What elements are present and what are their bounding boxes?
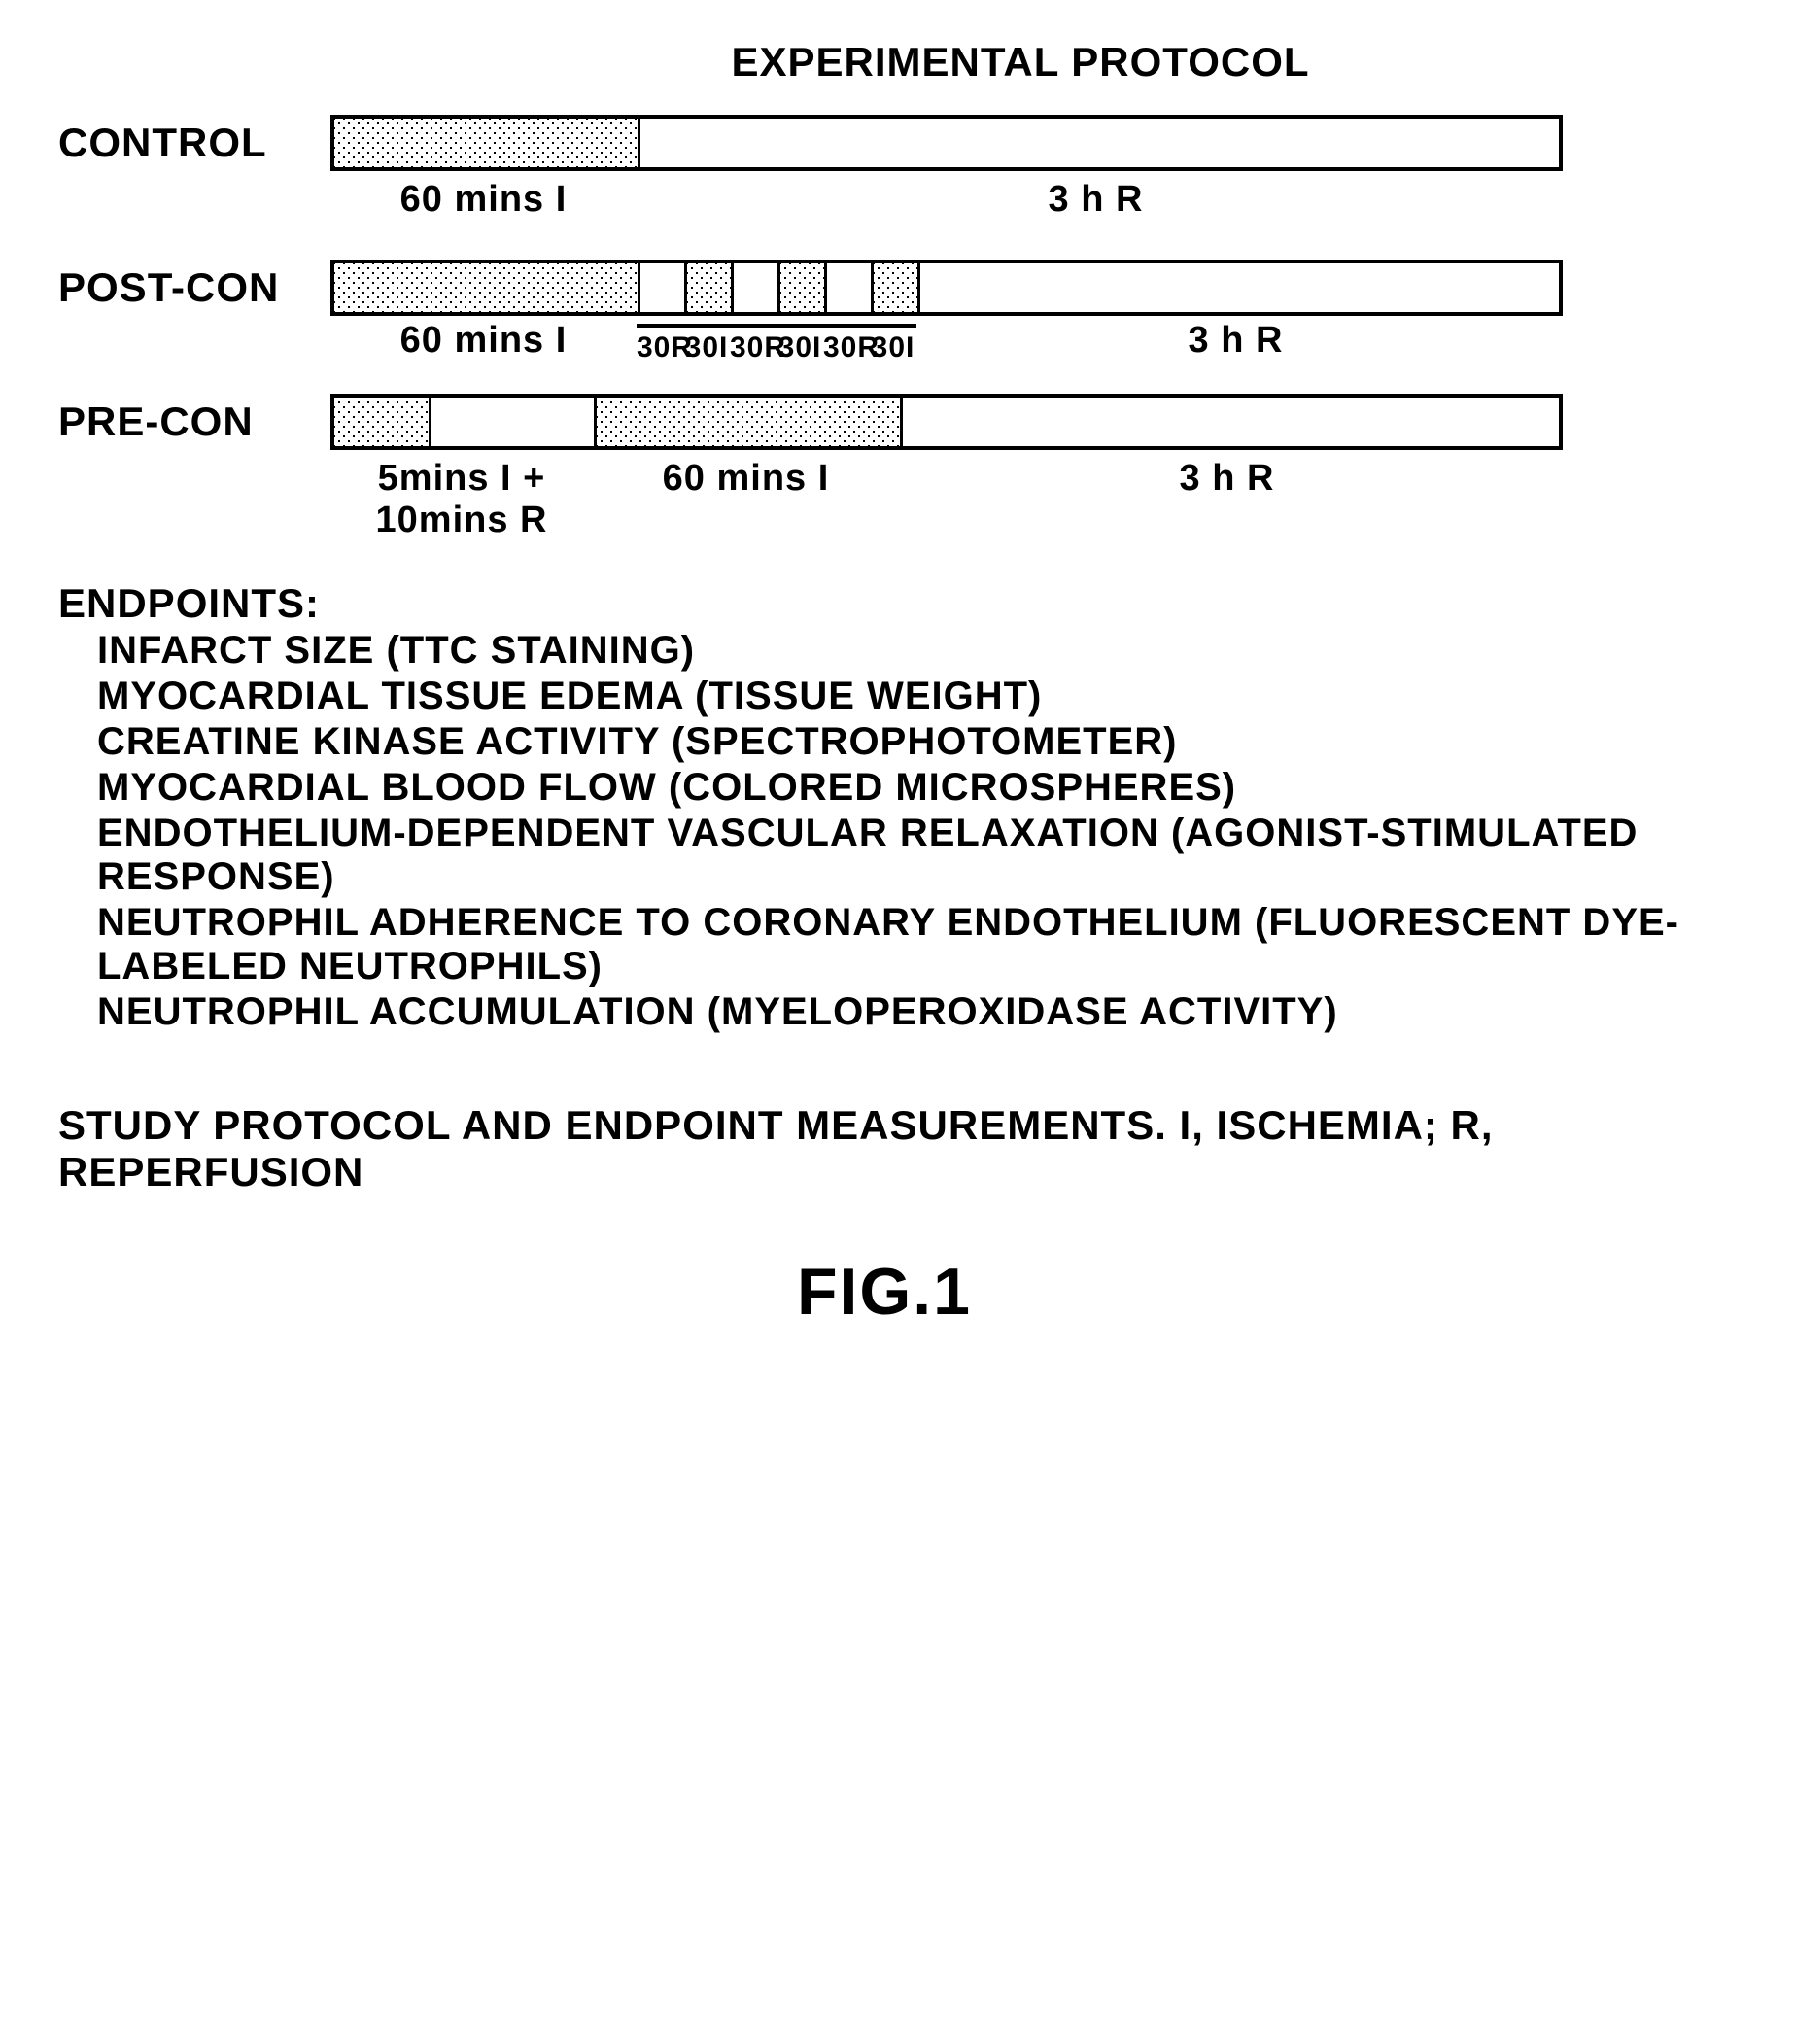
precon-label: PRE-CON [58,398,330,445]
bar-segment [597,398,903,446]
control-under-labels: 60 mins I3 h R [330,179,1710,221]
endpoint-item: INFARCT SIZE (TTC STAINING) [97,629,1710,673]
cycle-label: 30I [683,331,730,364]
postcon-reperfusion-label: 3 h R [916,320,1555,364]
precon-under-labels: 5mins I + 10mins R60 mins I3 h R [330,458,1710,541]
protocol-title: EXPERIMENTAL PROTOCOL [330,39,1710,86]
postcon-sub: 60 mins I 30R30I30R30I30R30I 3 h R [330,320,1710,364]
control-bar [330,115,1563,171]
cycle-label: 30R [823,331,870,364]
under-label: 3 h R [899,458,1555,541]
postcon-row: POST-CON [58,260,1710,316]
precon-row: PRE-CON [58,394,1710,450]
endpoint-item: NEUTROPHIL ACCUMULATION (MYELOPEROXIDASE… [97,990,1710,1034]
bar-segment [640,263,687,312]
control-bar-wrap [330,115,1563,171]
bar-segment [431,398,597,446]
bar-segment [334,119,640,167]
precon-bar [330,394,1563,450]
bar-segment [780,263,827,312]
bar-segment [874,263,920,312]
bar-segment [734,263,780,312]
cycle-label: 30R [730,331,777,364]
bar-segment [334,263,640,312]
endpoint-item: MYOCARDIAL TISSUE EDEMA (TISSUE WEIGHT) [97,675,1710,718]
bar-segment [334,398,431,446]
postcon-bar [330,260,1563,316]
postcon-cycle-labels: 30R30I30R30I30R30I [637,331,916,364]
endpoint-item: CREATINE KINASE ACTIVITY (SPECTROPHOTOME… [97,720,1710,764]
postcon-cycle-rule [637,324,916,328]
control-row: CONTROL [58,115,1710,171]
postcon-label: POST-CON [58,264,330,311]
postcon-bar-wrap [330,260,1563,316]
precon-bar-wrap [330,394,1563,450]
under-label: 5mins I + 10mins R [330,458,593,541]
cycle-label: 30I [870,331,916,364]
bar-segment [827,263,874,312]
endpoint-item: NEUTROPHIL ADHERENCE TO CORONARY ENDOTHE… [97,901,1710,988]
bar-segment [920,263,1559,312]
endpoint-item: MYOCARDIAL BLOOD FLOW (COLORED MICROSPHE… [97,766,1710,810]
postcon-sub-top: 60 mins I 30R30I30R30I30R30I 3 h R [330,320,1710,364]
cycle-label: 30R [637,331,683,364]
figure-caption: STUDY PROTOCOL AND ENDPOINT MEASUREMENTS… [58,1102,1710,1195]
under-label: 60 mins I [330,179,637,221]
bar-segment [640,119,1559,167]
bar-segment [687,263,734,312]
postcon-main-label: 60 mins I [330,320,637,364]
endpoints-list: INFARCT SIZE (TTC STAINING)MYOCARDIAL TI… [58,629,1710,1034]
figure-label: FIG.1 [58,1254,1710,1330]
endpoints-heading: ENDPOINTS: [58,580,1710,627]
cycle-label: 30I [777,331,823,364]
under-label: 3 h R [637,179,1555,221]
figure-page: EXPERIMENTAL PROTOCOL CONTROL 60 mins I3… [58,39,1710,1330]
endpoint-item: ENDOTHELIUM-DEPENDENT VASCULAR RELAXATIO… [97,812,1710,899]
endpoints-block: ENDPOINTS: INFARCT SIZE (TTC STAINING)MY… [58,580,1710,1034]
under-label: 60 mins I [593,458,899,541]
bar-segment [903,398,1559,446]
control-label: CONTROL [58,120,330,166]
postcon-cycle-block: 30R30I30R30I30R30I [637,320,916,364]
